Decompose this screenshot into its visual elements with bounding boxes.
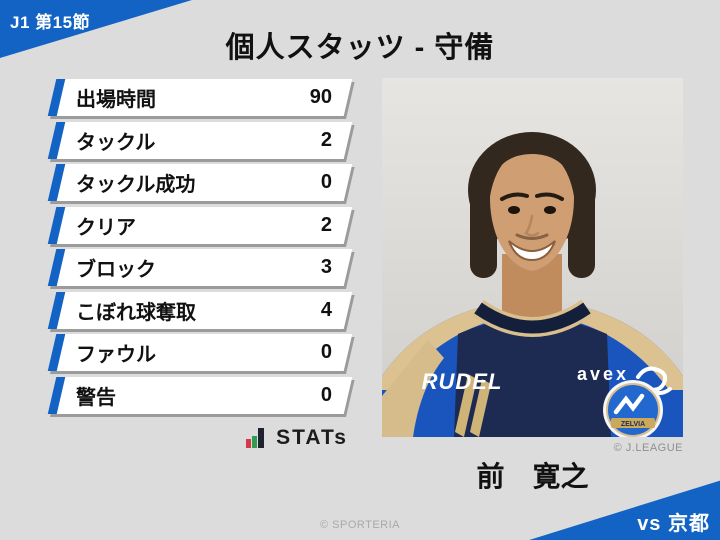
page-title: 個人スタッツ - 守備 (225, 32, 495, 64)
stat-label: ファウル (76, 344, 156, 366)
stat-value: 90 (309, 86, 332, 108)
zelvia-crest-icon: ZELVIA (603, 380, 663, 437)
stat-row: ブロック 3 (47, 249, 353, 286)
photo-credit: © J.LEAGUE (613, 442, 683, 454)
stat-row: ファウル 0 (47, 334, 353, 371)
stats-brand-label: STATs (276, 426, 348, 449)
player-photo: RUDEL avex ZELVIA (382, 78, 683, 437)
stat-value: 2 (320, 213, 332, 236)
stat-label: ブロック (76, 259, 156, 281)
stat-value: 2 (320, 128, 332, 151)
stat-value: 4 (320, 298, 332, 321)
opponent-label: vs 京都 (637, 513, 710, 535)
stat-value: 0 (320, 383, 332, 406)
stat-label: タックル (76, 131, 156, 154)
jersey-sponsor-left: RUDEL (422, 369, 503, 394)
stat-label: タックル成功 (76, 174, 196, 196)
crest-text: ZELVIA (621, 421, 645, 428)
stat-label: クリア (76, 216, 136, 239)
player-head (468, 132, 596, 278)
stat-value: 3 (320, 256, 332, 278)
player-neck (502, 254, 562, 334)
stats-brand: STATs (52, 424, 348, 452)
stat-row: 出場時間 90 (47, 79, 353, 116)
stat-value: 0 (320, 171, 332, 193)
stat-row: こぼれ球奪取 4 (47, 291, 353, 329)
stat-value: 0 (320, 341, 332, 363)
stat-label: こぼれ球奪取 (76, 301, 196, 324)
player-name: 前 寛之 (476, 461, 589, 492)
stat-row: タックル 2 (47, 121, 353, 159)
stat-row: 警告 0 (47, 376, 353, 414)
stat-row: タックル成功 0 (47, 164, 353, 201)
bar-chart-icon (246, 428, 265, 448)
jersey-sponsor-right: avex (577, 364, 629, 384)
stat-label: 出場時間 (76, 89, 156, 111)
round-badge: J1 第15節 (10, 13, 91, 32)
site-credit: © SPORTERIA (319, 519, 401, 531)
stats-list: 出場時間 90 タックル 2 タックル成功 0 クリア 2 (47, 79, 353, 414)
stat-row: クリア 2 (47, 206, 353, 244)
stat-label: 警告 (76, 386, 116, 409)
